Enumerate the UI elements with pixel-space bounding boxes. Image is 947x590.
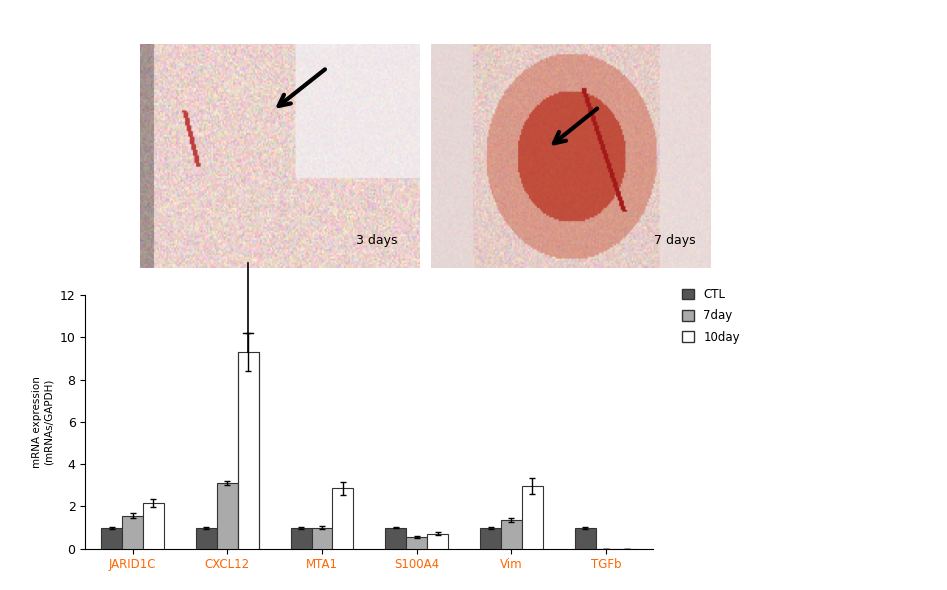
Bar	[101, 527, 122, 549]
Bar	[575, 527, 596, 549]
Bar	[406, 537, 427, 549]
Bar	[385, 527, 406, 549]
Bar	[501, 520, 522, 549]
Bar	[143, 503, 164, 549]
Text: 3 days: 3 days	[355, 234, 397, 247]
Bar	[480, 527, 501, 549]
Bar	[217, 483, 238, 549]
Bar	[238, 352, 259, 549]
Y-axis label: mRNA expression
(mRNAs/GAPDH): mRNA expression (mRNAs/GAPDH)	[32, 376, 54, 468]
Bar	[427, 534, 448, 549]
Bar	[312, 527, 332, 549]
Bar	[122, 516, 143, 549]
Text: 7 days: 7 days	[653, 234, 695, 247]
Bar	[291, 527, 312, 549]
Legend: CTL, 7day, 10day: CTL, 7day, 10day	[682, 289, 740, 344]
Bar	[196, 527, 217, 549]
Bar	[522, 486, 543, 549]
Bar	[332, 489, 353, 549]
